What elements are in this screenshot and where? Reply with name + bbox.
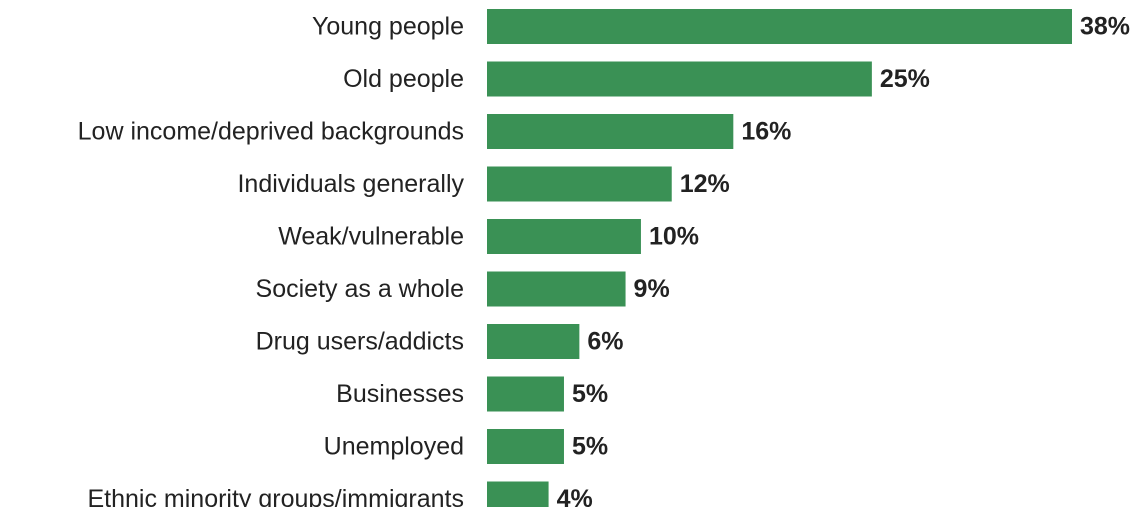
value-label: 4% [557, 485, 593, 507]
value-label: 9% [634, 275, 670, 303]
bar [487, 324, 580, 359]
bar [487, 219, 641, 254]
value-label: 38% [1080, 13, 1130, 41]
bar [487, 166, 672, 202]
bar [487, 376, 564, 412]
value-label: 16% [741, 118, 791, 146]
bar [487, 271, 626, 307]
value-label: 5% [572, 433, 608, 461]
bar [487, 61, 872, 97]
category-label: Unemployed [324, 433, 464, 461]
category-label: Young people [312, 13, 464, 41]
category-label: Individuals generally [237, 170, 464, 198]
category-label: Old people [343, 65, 464, 93]
bar [487, 9, 1072, 44]
bar [487, 114, 734, 149]
bars [487, 9, 1072, 507]
value-label: 25% [880, 65, 930, 93]
value-label: 12% [680, 170, 730, 198]
category-label: Ethnic minority groups/immigrants [87, 485, 464, 507]
bar [487, 481, 549, 507]
category-label: Society as a whole [256, 275, 464, 303]
value-label: 10% [649, 223, 699, 251]
value-label: 6% [587, 328, 623, 356]
category-label: Drug users/addicts [256, 328, 464, 356]
category-labels: Young people Old people Low income/deprive… [78, 13, 465, 507]
value-label: 5% [572, 380, 608, 408]
bar [487, 429, 564, 464]
category-label: Businesses [336, 380, 464, 408]
value-labels: 38% 25% 16% 12% 10% 9% 6% 5% 5% 4% [557, 13, 1130, 507]
category-label: Weak/vulnerable [278, 223, 464, 251]
category-label: Low income/deprived backgrounds [78, 118, 464, 146]
